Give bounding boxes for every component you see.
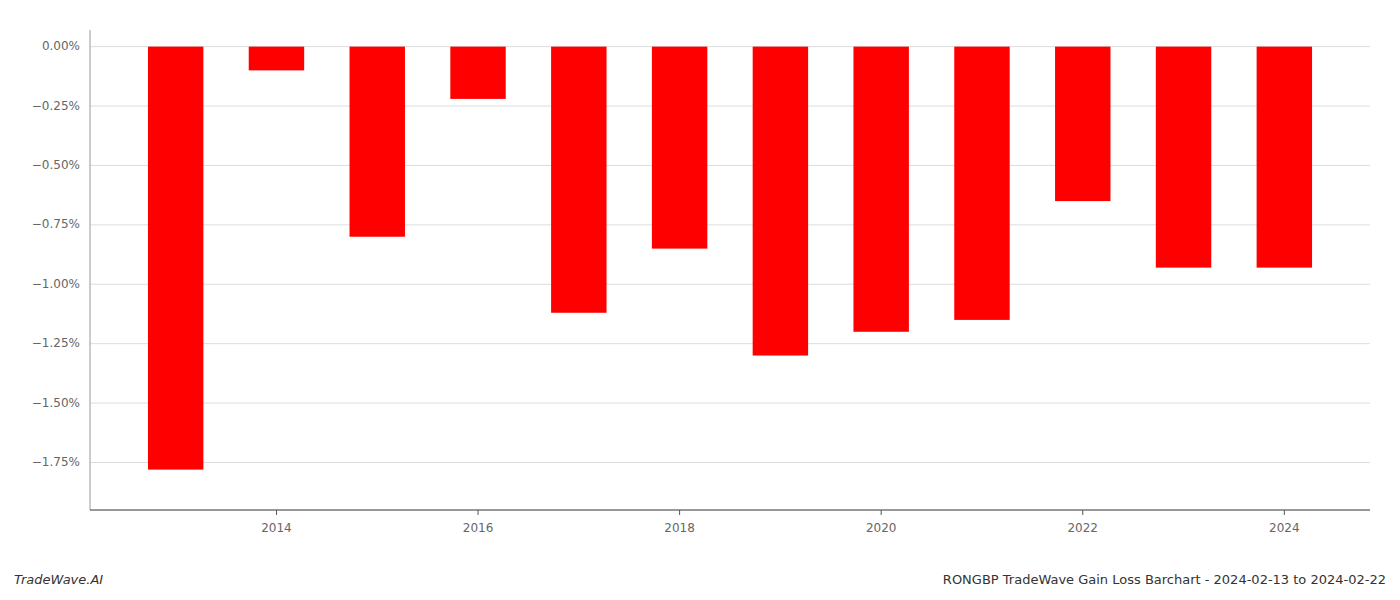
y-tick-label: −0.75% — [32, 217, 80, 231]
y-axis: 0.00% −0.25% −0.50% −0.75% −1.00% −1.25% −1.50… — [32, 30, 90, 510]
bar — [1257, 47, 1312, 268]
x-tick-label: 2020 — [866, 521, 897, 535]
y-tick-label: −1.25% — [32, 336, 80, 350]
bars — [148, 47, 1312, 470]
y-tick-label: −0.50% — [32, 158, 80, 172]
x-tick-label: 2014 — [261, 521, 292, 535]
bar — [450, 47, 505, 99]
y-tick-label: −1.75% — [32, 455, 80, 469]
grid-line — [90, 343, 1370, 344]
x-axis-line — [90, 510, 1370, 511]
chart: 0.00% −0.25% −0.50% −0.75% −1.00% −1.25% −1.50… — [0, 0, 1400, 600]
bar — [853, 47, 908, 332]
x-tick-label: 2024 — [1269, 521, 1300, 535]
grid-line — [90, 462, 1370, 463]
x-tick-label: 2022 — [1067, 521, 1098, 535]
bar — [148, 47, 203, 470]
y-tick-label: −1.50% — [32, 396, 80, 410]
title: RONGBP TradeWave Gain Loss Barchart - 20… — [943, 572, 1386, 587]
x-tick-label: 2018 — [664, 521, 695, 535]
watermark: TradeWave.AI — [14, 572, 103, 587]
bar — [249, 47, 304, 71]
bar — [753, 47, 808, 356]
bar — [350, 47, 405, 237]
x-tick — [478, 510, 479, 515]
bar — [652, 47, 707, 249]
grid — [90, 47, 1370, 463]
grid-line — [90, 403, 1370, 404]
bar — [954, 47, 1009, 320]
y-tick-label: 0.00% — [42, 39, 80, 53]
bar — [1055, 47, 1110, 201]
x-tick — [1082, 510, 1083, 515]
x-tick-label: 2016 — [463, 521, 494, 535]
bar — [1156, 47, 1211, 268]
bar — [551, 47, 606, 313]
x-tick — [679, 510, 680, 515]
x-tick — [881, 510, 882, 515]
x-axis: 2014 2016 2018 2020 2022 2024 — [90, 510, 1370, 535]
y-tick-label: −0.25% — [32, 99, 80, 113]
x-tick — [276, 510, 277, 515]
y-axis-line — [90, 30, 91, 510]
x-tick — [1284, 510, 1285, 515]
y-tick-label: −1.00% — [32, 277, 80, 291]
grid-line — [90, 284, 1370, 285]
